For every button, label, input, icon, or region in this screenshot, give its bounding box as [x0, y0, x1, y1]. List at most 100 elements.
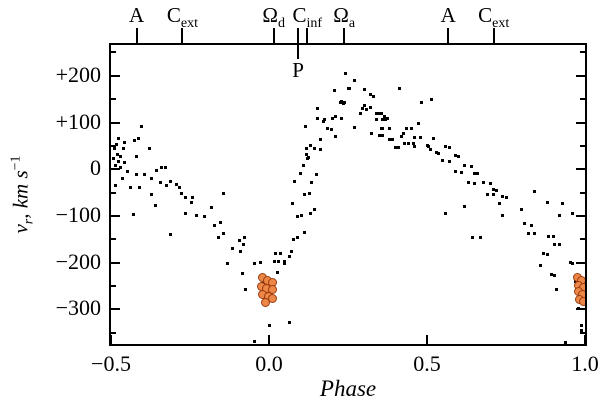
y-axis-major-tick [576, 261, 585, 264]
data-point [553, 274, 557, 278]
data-point [501, 194, 505, 198]
data-point [137, 136, 141, 140]
data-point [387, 126, 391, 130]
data-point [491, 193, 495, 197]
data-point [168, 233, 172, 237]
data-point [558, 243, 562, 247]
y-tick-label: +200 [55, 61, 101, 87]
data-point [429, 98, 433, 102]
data-point [114, 143, 118, 147]
y-tick-label: +100 [55, 108, 101, 134]
y-axis-major-tick [111, 261, 120, 264]
data-point [529, 224, 533, 228]
data-point [561, 202, 565, 206]
top-axis-marker-label: Ωd [262, 3, 286, 32]
data-point [259, 261, 263, 265]
data-point [495, 188, 499, 192]
y-axis-minor-tick [111, 191, 116, 194]
data-point [308, 211, 312, 215]
data-point [444, 145, 448, 149]
data-point [209, 205, 213, 209]
data-point [218, 220, 222, 224]
data-point [175, 182, 179, 186]
data-point [287, 255, 291, 259]
data-point [526, 232, 530, 236]
data-point [436, 152, 440, 156]
data-point [406, 142, 410, 146]
data-point [447, 146, 451, 150]
top-axis-marker-tick [181, 28, 184, 43]
data-point [476, 172, 480, 176]
data-point [361, 107, 365, 111]
data-point [453, 170, 457, 174]
data-point [329, 128, 333, 132]
top-axis-marker-label: Cinf [292, 3, 323, 32]
data-point [434, 151, 438, 155]
y-axis-minor-tick [580, 98, 585, 101]
x-axis-major-tick [111, 335, 112, 344]
data-point [353, 126, 357, 130]
data-point [122, 141, 126, 145]
data-point [444, 211, 448, 215]
data-point [401, 131, 405, 135]
data-point [466, 181, 470, 185]
data-point [570, 262, 574, 266]
data-point [305, 146, 309, 150]
y-axis-major-tick [576, 121, 585, 124]
data-point [551, 234, 555, 238]
data-point [202, 215, 206, 219]
data-point [374, 118, 378, 122]
data-point [342, 100, 346, 104]
data-point [387, 138, 391, 142]
highlighted-data-point [260, 297, 270, 307]
data-point [160, 165, 164, 169]
data-point [419, 100, 423, 104]
data-point [291, 237, 295, 241]
data-point [363, 104, 367, 108]
data-point [491, 187, 495, 191]
data-point [132, 212, 136, 216]
data-point [164, 165, 168, 169]
plot-area [109, 43, 587, 346]
y-axis-major-tick [576, 214, 585, 217]
y-axis-minor-tick [111, 285, 116, 288]
top-axis-marker-tick [306, 28, 309, 43]
x-tick-label: 0.5 [413, 351, 441, 376]
x-tick-label: 0.0 [255, 351, 283, 376]
data-point [393, 145, 397, 149]
data-point [120, 176, 124, 180]
data-point [539, 264, 543, 267]
data-point [189, 201, 193, 205]
data-point [338, 100, 342, 104]
y-axis-major-tick [576, 168, 585, 171]
data-point [370, 131, 374, 135]
x-axis-major-tick [268, 335, 270, 344]
x-tick-label: −0.5 [91, 351, 131, 376]
data-point [293, 179, 297, 183]
data-point [276, 271, 280, 275]
data-point [330, 116, 334, 120]
data-point [118, 154, 122, 158]
data-point [532, 232, 536, 236]
data-point [252, 339, 256, 343]
y-axis-major-tick [111, 74, 120, 77]
x-axis-title: Phase [319, 376, 377, 401]
top-axis-marker-tick [492, 28, 495, 43]
data-point [463, 164, 467, 168]
top-axis-marker-label: Cext [166, 3, 198, 32]
data-point [295, 215, 299, 219]
data-point [569, 261, 573, 265]
data-point [135, 172, 139, 176]
periastron-label: P [292, 58, 304, 82]
data-point [242, 242, 246, 246]
y-axis-minor-tick [111, 238, 116, 241]
data-point [400, 135, 404, 139]
data-point [111, 157, 115, 161]
data-point [190, 195, 194, 199]
data-point [520, 208, 524, 212]
data-point [276, 260, 280, 264]
data-point [279, 251, 283, 255]
data-point [314, 172, 318, 176]
y-axis-minor-tick [580, 331, 585, 334]
